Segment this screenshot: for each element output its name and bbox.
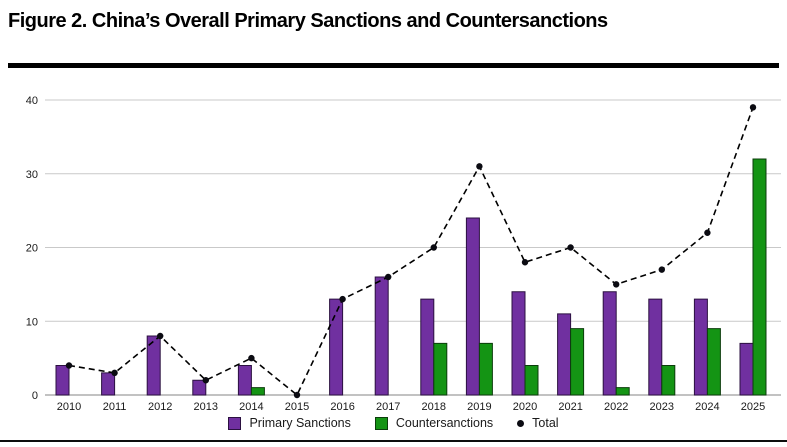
y-tick-label: 10	[26, 316, 38, 328]
x-tick-label: 2022	[604, 401, 628, 413]
bar-countersanctions-2014	[250, 387, 265, 396]
x-tick-label: 2021	[558, 401, 582, 413]
x-tick-label: 2017	[376, 401, 400, 413]
bar-primary-sanctions-2011	[101, 372, 116, 396]
total-dot-2014	[248, 354, 255, 362]
y-tick-label: 40	[26, 95, 38, 107]
legend-marker-total-dot	[517, 419, 525, 427]
legend-swatch-primary-sanctions	[228, 416, 242, 430]
total-dot-2015	[293, 391, 301, 399]
y-tick-label: 0	[32, 390, 38, 402]
bottom-border-rule	[0, 440, 787, 442]
bar-primary-sanctions-2018	[420, 298, 435, 396]
bar-countersanctions-2018	[433, 342, 448, 396]
bar-primary-sanctions-2016	[329, 298, 344, 396]
legend-item-primary-sanctions: Primary Sanctions	[228, 416, 351, 430]
bar-primary-sanctions-2020	[511, 291, 526, 396]
bar-primary-sanctions-2019	[465, 217, 480, 396]
bar-countersanctions-2024	[706, 328, 721, 396]
x-tick-label: 2020	[513, 401, 537, 413]
x-tick-label: 2025	[741, 401, 765, 413]
legend-label-total: Total	[532, 416, 559, 430]
bar-countersanctions-2020	[524, 365, 539, 396]
bar-primary-sanctions-2013	[192, 379, 207, 396]
x-tick-label: 2012	[148, 401, 172, 413]
bar-primary-sanctions-2024	[693, 298, 708, 396]
x-tick-label: 2010	[57, 401, 81, 413]
bar-primary-sanctions-2012	[146, 335, 161, 396]
figure-title: Figure 2. China’s Overall Primary Sancti…	[8, 10, 608, 32]
bar-primary-sanctions-2025	[739, 342, 754, 396]
total-dot-2010	[65, 362, 73, 369]
total-dot-2016	[339, 295, 346, 303]
total-dot-2021	[567, 244, 574, 251]
legend-item-countersanctions: Countersanctions	[374, 416, 494, 430]
total-dot-2020	[521, 259, 529, 266]
total-dot-2011	[111, 369, 118, 377]
x-tick-label: 2019	[467, 401, 491, 413]
bar-countersanctions-2023	[661, 365, 676, 396]
sanctions-chart: 0 10 20 30 40 2010 2011 2012 2013 2014 2015 2016 201…	[26, 95, 781, 413]
total-dot-2023	[658, 266, 665, 273]
total-dot-2019	[476, 163, 483, 170]
bar-countersanctions-2025	[752, 158, 767, 396]
bar-primary-sanctions-2022	[602, 291, 617, 396]
total-dot-2017	[385, 273, 392, 281]
bar-primary-sanctions-2017	[374, 276, 389, 396]
x-tick-label: 2015	[285, 401, 309, 413]
legend-label-primary-sanctions: Primary Sanctions	[249, 416, 351, 430]
x-tick-label: 2023	[650, 401, 674, 413]
legend-item-total: Total	[517, 416, 559, 430]
x-tick-label: 2013	[194, 401, 218, 413]
bar-primary-sanctions-2014	[237, 365, 252, 396]
x-tick-label: 2024	[695, 401, 719, 413]
total-dot-2022	[613, 281, 620, 288]
legend-label-countersanctions: Countersanctions	[395, 416, 494, 430]
y-tick-label: 20	[26, 243, 38, 255]
total-line	[68, 107, 754, 397]
bar-countersanctions-2019	[478, 342, 493, 396]
bar-countersanctions-2021	[570, 328, 585, 396]
bar-primary-sanctions-2010	[55, 365, 70, 396]
bar-primary-sanctions-2023	[648, 298, 663, 396]
x-tick-label: 2016	[330, 401, 354, 413]
total-dot-2012	[157, 332, 164, 340]
bar-primary-sanctions-2021	[557, 313, 572, 396]
y-tick-label: 30	[26, 169, 38, 181]
bar-countersanctions-2022	[615, 387, 630, 396]
total-dot-2024	[704, 229, 711, 236]
x-tick-label: 2014	[239, 401, 263, 413]
total-dot-2013	[202, 377, 209, 384]
total-dot-2018	[430, 244, 437, 251]
title-divider-rule	[8, 63, 779, 68]
legend-swatch-countersanctions	[374, 416, 388, 430]
x-tick-label: 2018	[422, 401, 446, 413]
total-dot-2025	[749, 104, 757, 111]
chart-legend: Primary Sanctions Countersanctions Total	[0, 414, 787, 432]
x-tick-label: 2011	[103, 401, 127, 413]
